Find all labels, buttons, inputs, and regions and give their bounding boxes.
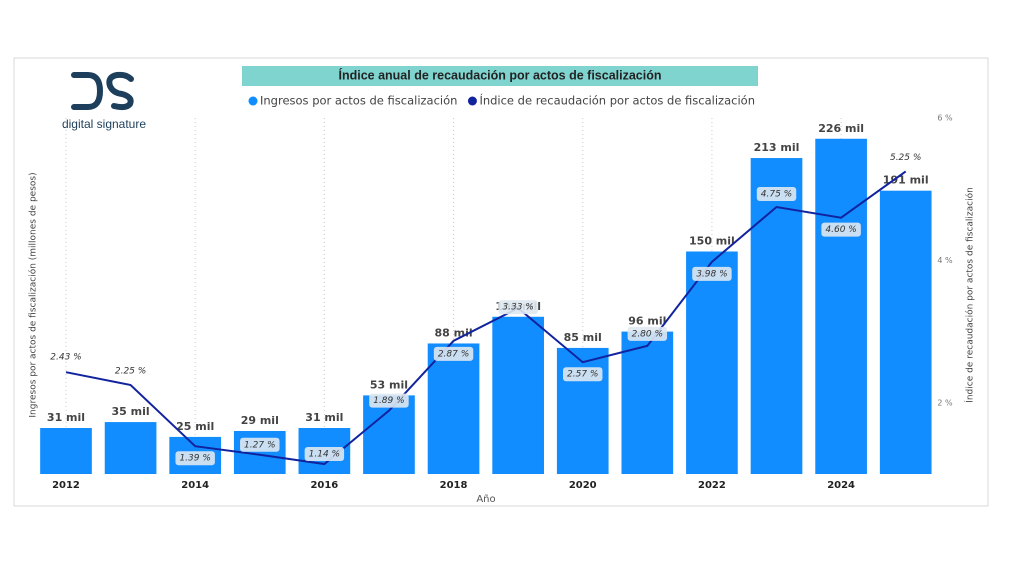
bar <box>40 428 92 474</box>
y2-tick-label: 2 % <box>937 398 953 407</box>
bar <box>815 138 867 474</box>
line-value-label: 4.75 % <box>761 190 792 200</box>
label-box <box>175 451 215 466</box>
y2-axis-title: Índice de recaudación por actos de fisca… <box>964 187 976 403</box>
label-box <box>627 326 668 341</box>
line <box>65 170 907 466</box>
bar-value-label: 25 mil <box>176 420 214 433</box>
label-box <box>756 187 797 201</box>
bar-value-label: 213 mil <box>754 141 800 154</box>
x-tick-label: 2016 <box>310 480 338 491</box>
logo <box>71 71 134 111</box>
line-value-label: 2.87 % <box>438 349 469 359</box>
line-value-label: 3.98 % <box>696 269 727 279</box>
label-box <box>369 393 409 408</box>
x-axis-title: Año <box>476 494 495 505</box>
legend-marker <box>248 96 258 106</box>
legend-marker <box>467 96 477 106</box>
label-box <box>240 437 280 452</box>
bar <box>621 331 674 474</box>
chart-title: Índice anual de recaudación por actos de… <box>338 67 661 82</box>
y2-tick-label: 4 % <box>937 256 953 265</box>
label-box <box>304 447 345 462</box>
line-value-label: 5.25 % <box>890 153 921 163</box>
bar-value-label: 191 mil <box>883 174 929 187</box>
line-value-label: 1.89 % <box>373 396 404 406</box>
label-box <box>692 266 732 281</box>
bar-value-label: 226 mil <box>818 122 864 135</box>
bar-value-label: 96 mil <box>628 315 666 328</box>
x-tick-label: 2022 <box>698 480 726 491</box>
bar <box>686 251 738 474</box>
bar-value-label: 150 mil <box>689 235 735 248</box>
line-value-label: 1.14 % <box>309 450 340 460</box>
logo-d <box>71 72 104 110</box>
bar <box>492 316 544 474</box>
bar-value-label: 31 mil <box>305 411 343 424</box>
label-box <box>563 367 603 382</box>
label-box <box>433 346 474 361</box>
bar <box>750 158 803 475</box>
line-value-label: 1.39 % <box>179 454 210 464</box>
bar <box>363 395 415 474</box>
line-value-label: 1.27 % <box>244 440 275 450</box>
label-box <box>498 300 538 315</box>
y-axis-title: Ingresos por actos de fiscalización (mil… <box>28 172 39 417</box>
bar-value-label: 31 mil <box>47 411 85 424</box>
line-value-label: 2.80 % <box>632 329 663 339</box>
bar <box>556 347 609 474</box>
bar-value-label: 29 mil <box>241 414 279 427</box>
line-value-label: 4.60 % <box>825 225 856 235</box>
bar <box>879 190 932 474</box>
x-tick-label: 2020 <box>569 480 597 491</box>
x-tick-label: 2014 <box>181 480 209 491</box>
line-value-label: 2.43 % <box>50 353 81 363</box>
label-box <box>821 222 861 237</box>
line-value-label: 2.25 % <box>115 367 146 377</box>
line-value-label: 2.57 % <box>567 370 598 380</box>
y2-tick-label: 6 % <box>937 114 953 123</box>
logo-s <box>106 71 134 111</box>
legend-label: Ingresos por actos de fiscalización <box>260 94 457 108</box>
bar-value-label: 35 mil <box>112 405 150 418</box>
x-tick-label: 2018 <box>440 480 468 491</box>
line-value-label: 3.33 % <box>502 303 533 313</box>
title-box <box>242 66 758 86</box>
legend-label: Índice de recaudación por actos de fisca… <box>479 93 755 108</box>
bar-value-label: 53 mil <box>370 378 408 391</box>
bar <box>104 422 157 474</box>
logo-text: digital signature <box>62 117 146 131</box>
bar <box>427 343 480 474</box>
bar-value-label: 85 mil <box>564 331 602 344</box>
x-tick-label: 2024 <box>827 480 855 491</box>
x-tick-label: 2012 <box>52 480 80 491</box>
